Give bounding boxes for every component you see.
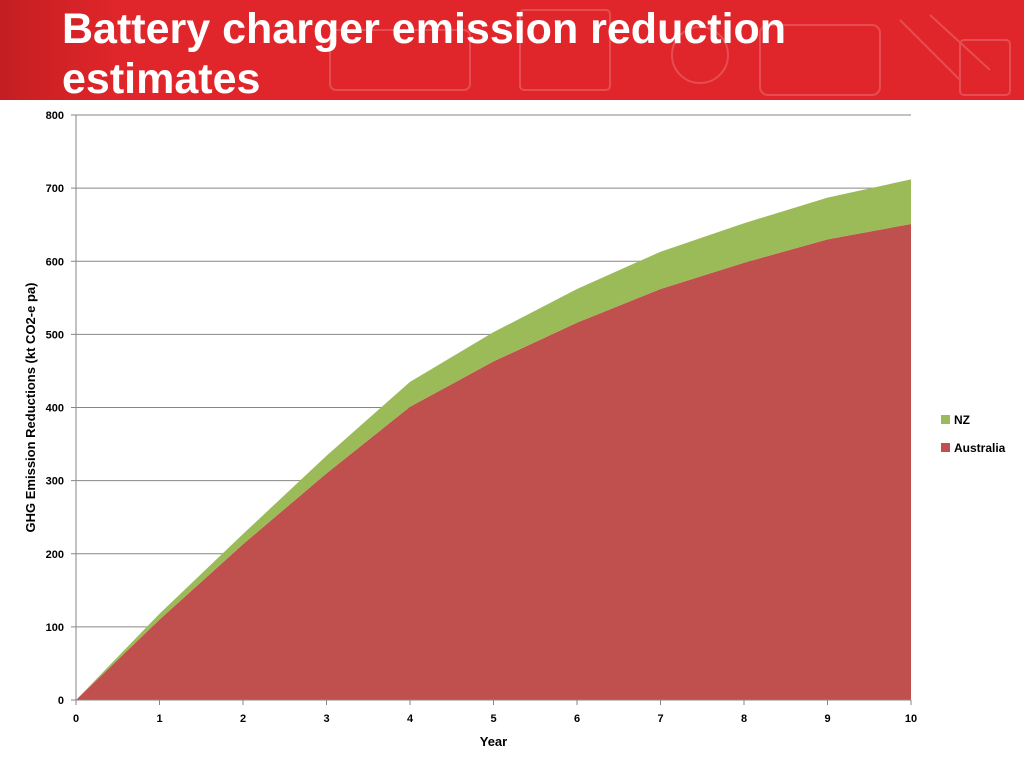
x-tick-label: 7 [657,713,663,725]
axes [71,114,912,705]
y-axis-title: GHG Emission Reductions (kt CO2-e pa) [23,283,38,533]
page-title: Battery charger emission reduction estim… [62,5,787,103]
y-tick-label: 300 [46,476,64,488]
banner-decoration [0,0,120,100]
x-tick-label: 10 [905,713,917,725]
legend: NZ Australia [941,413,1006,455]
area-nz [76,179,911,701]
legend-swatch-nz [941,415,950,424]
x-tick-label: 4 [407,713,414,725]
x-tick-label: 8 [741,713,747,725]
y-tick-label: 700 [46,183,64,195]
y-tick-label: 0 [58,695,64,707]
legend-label-australia: Australia [954,441,1006,455]
y-tick-label: 600 [46,256,64,268]
x-tick-label: 9 [824,713,830,725]
legend-label-nz: NZ [954,413,970,427]
series-areas [76,179,911,701]
x-axis-title: Year [480,734,507,749]
legend-swatch-australia [941,443,950,452]
x-tick-label: 0 [73,713,79,725]
y-tick-labels: 0 100 200 300 400 500 600 700 800 [46,110,64,707]
y-tick-label: 800 [46,110,64,122]
y-tick-label: 200 [46,549,64,561]
title-banner [0,0,1024,100]
x-tick-label: 1 [156,713,162,725]
y-tick-label: 100 [46,622,64,634]
x-tick-label: 2 [240,713,246,725]
y-tick-label: 400 [46,403,64,415]
y-tick-label: 500 [46,329,64,341]
banner-pattern [329,9,1011,96]
x-tick-labels: 0 1 2 3 4 5 6 7 8 9 10 [73,713,917,725]
area-australia [76,223,911,701]
x-tick-label: 3 [323,713,329,725]
x-tick-label: 6 [574,713,580,725]
x-tick-label: 5 [490,713,496,725]
